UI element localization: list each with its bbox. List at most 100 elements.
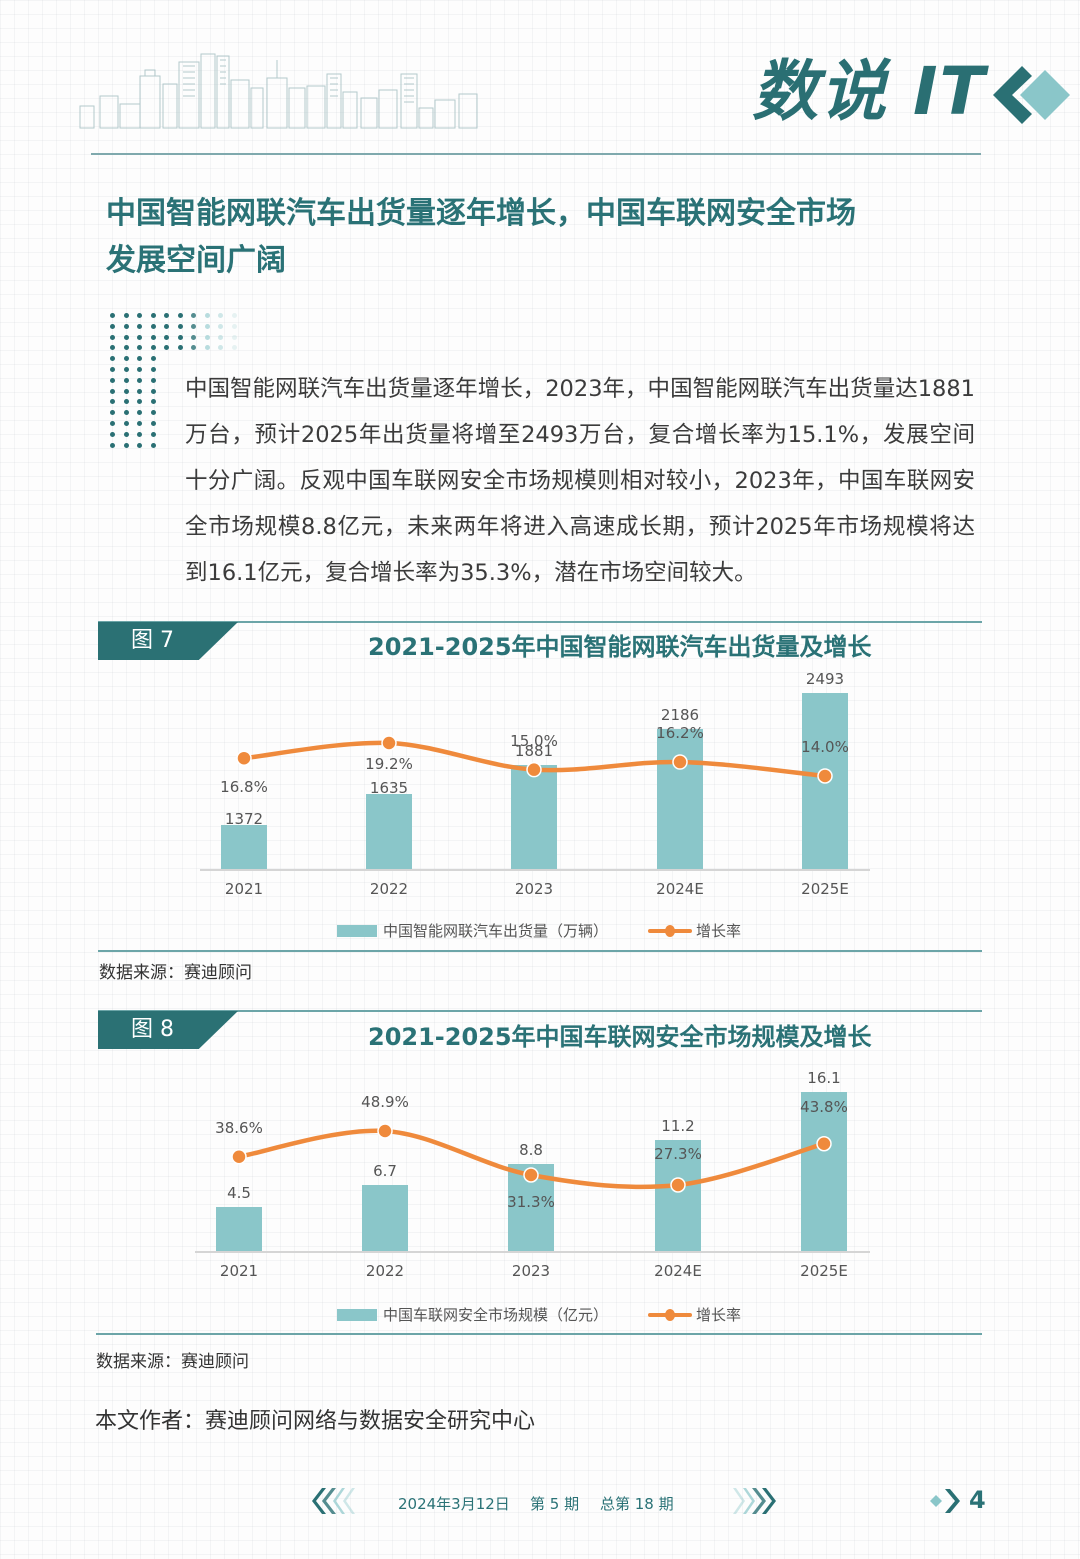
- decorative-dot: [137, 388, 142, 394]
- decorative-dot: [218, 323, 223, 329]
- line-value-label: 19.2%: [365, 755, 413, 773]
- decorative-dot: [110, 323, 115, 329]
- decorative-dot: [110, 356, 115, 362]
- x-axis-tick-label: 2024E: [654, 1262, 702, 1280]
- body-paragraph: 中国智能网联汽车出货量逐年增长，2023年，中国智能网联汽车出货量达1881万台…: [185, 376, 975, 586]
- decorative-dot: [110, 313, 115, 318]
- legend-line-label: 增长率: [696, 922, 742, 940]
- growth-rate-marker: [236, 750, 252, 766]
- brand-title: 数说 IT: [752, 53, 987, 130]
- decorative-dot: [150, 421, 156, 426]
- x-axis-tick-label: 2021: [224, 880, 264, 898]
- bar-2024E: [657, 729, 703, 869]
- figure-8-tag: 图 8: [98, 1011, 238, 1049]
- legend-line-swatch: [648, 1308, 693, 1321]
- growth-rate-marker: [377, 1123, 393, 1139]
- decorative-dot: [123, 367, 129, 372]
- double-diamond-chevron-icon: [993, 66, 1070, 124]
- city-skyline-illustration: [79, 53, 478, 129]
- bar-2021: [216, 1206, 262, 1251]
- decorative-dot: [164, 313, 169, 318]
- decorative-dot: [137, 431, 142, 437]
- figure-7-tag: 图 7: [98, 622, 238, 660]
- line-value-label: 48.9%: [361, 1093, 409, 1111]
- decorative-dot: [110, 431, 115, 437]
- decorative-dot: [110, 410, 115, 416]
- decorative-dot: [137, 410, 142, 416]
- decorative-dot: [137, 345, 142, 351]
- decorative-dot: [110, 334, 115, 340]
- line-value-label: 16.8%: [220, 778, 268, 797]
- decorative-dot: [150, 345, 156, 351]
- line-value-label: 43.8%: [800, 1097, 848, 1116]
- bar-value-label: 2186: [660, 706, 700, 725]
- decorative-dot: [177, 323, 183, 329]
- decorative-dot: [123, 356, 129, 362]
- decorative-dot: [164, 323, 169, 329]
- decorative-dot: [150, 334, 156, 340]
- decorative-dot: [231, 313, 237, 318]
- decorative-dot: [137, 421, 142, 426]
- decorative-dot: [110, 345, 115, 351]
- article-headline: 中国智能网联汽车出货量逐年增长，中国车联网安全市场 发展空间广阔: [106, 190, 966, 284]
- decorative-dot: [177, 334, 183, 340]
- bar-value-label: 2493: [805, 670, 845, 688]
- legend-bar-swatch: [337, 924, 377, 937]
- decorative-dot: [137, 367, 142, 372]
- figure-7-source: 数据来源：赛迪顾问: [99, 963, 252, 983]
- decorative-dot: [137, 442, 142, 448]
- decorative-dot: [137, 313, 142, 318]
- legend-bar-label: 中国智能网联汽车出货量（万辆）: [383, 922, 609, 940]
- decorative-dot: [123, 323, 129, 329]
- decorative-dot: [110, 388, 115, 394]
- decorative-dot: [150, 399, 156, 405]
- decorative-dot: [150, 388, 156, 394]
- bar-value-label: 11.2: [661, 1117, 695, 1136]
- decorative-dot: [123, 388, 129, 394]
- footer-date: 2024年3月12日: [398, 1495, 510, 1513]
- decorative-dot: [150, 323, 156, 329]
- decorative-dot: [137, 323, 142, 329]
- bar-2022: [366, 794, 412, 869]
- decorative-dot: [231, 334, 237, 340]
- decorative-dot: [110, 421, 115, 426]
- header-divider: [91, 153, 981, 155]
- figure-8-source: 数据来源：赛迪顾问: [96, 1352, 249, 1372]
- footer-total-issue: 总第 18 期: [600, 1495, 674, 1513]
- bar-value-label: 8.8: [519, 1141, 543, 1160]
- decorative-dot: [150, 367, 156, 372]
- bar-2021: [221, 825, 267, 869]
- legend-bar-swatch: [337, 1308, 377, 1321]
- decorative-dot: [191, 345, 196, 351]
- decorative-dot: [164, 334, 169, 340]
- line-value-label: 27.3%: [654, 1145, 702, 1163]
- line-value-label: 15.0%: [510, 731, 558, 750]
- bar-value-label: 4.5: [227, 1183, 251, 1202]
- headline-line-2: 发展空间广阔: [106, 243, 286, 278]
- x-axis-tick-label: 2022: [365, 1262, 405, 1280]
- x-axis-tick-label: 2024E: [656, 880, 704, 898]
- decorative-dot: [150, 431, 156, 437]
- legend-line-swatch: [648, 924, 693, 937]
- decorative-dot: [123, 334, 129, 340]
- decorative-dot: [150, 356, 156, 362]
- legend-bar-label: 中国车联网安全市场规模（亿元）: [383, 1306, 609, 1324]
- chevrons-right-icon: [733, 1488, 776, 1514]
- bar-2025E: [802, 693, 848, 869]
- figure-8-top-rule: [98, 1010, 982, 1012]
- decorative-dot: [123, 410, 129, 416]
- decorative-dot: [231, 345, 237, 351]
- decorative-dot: [123, 442, 129, 448]
- decorative-dot: [150, 410, 156, 416]
- decorative-dot: [150, 442, 156, 448]
- bar-2023: [511, 765, 557, 869]
- decorative-dot: [137, 399, 142, 405]
- figure-8-title: 2021-2025年中国车联网安全市场规模及增长: [368, 1023, 872, 1051]
- x-axis-tick-label: 2025E: [800, 1262, 848, 1280]
- article-author: 本文作者：赛迪顾问网络与数据安全研究中心: [95, 1409, 536, 1434]
- x-axis-tick-label: 2023: [514, 880, 554, 898]
- decorative-dot: [123, 399, 129, 405]
- decorative-dot: [123, 313, 129, 318]
- bar-value-label: 16.1: [807, 1069, 841, 1087]
- x-axis-tick-label: 2021: [219, 1262, 259, 1280]
